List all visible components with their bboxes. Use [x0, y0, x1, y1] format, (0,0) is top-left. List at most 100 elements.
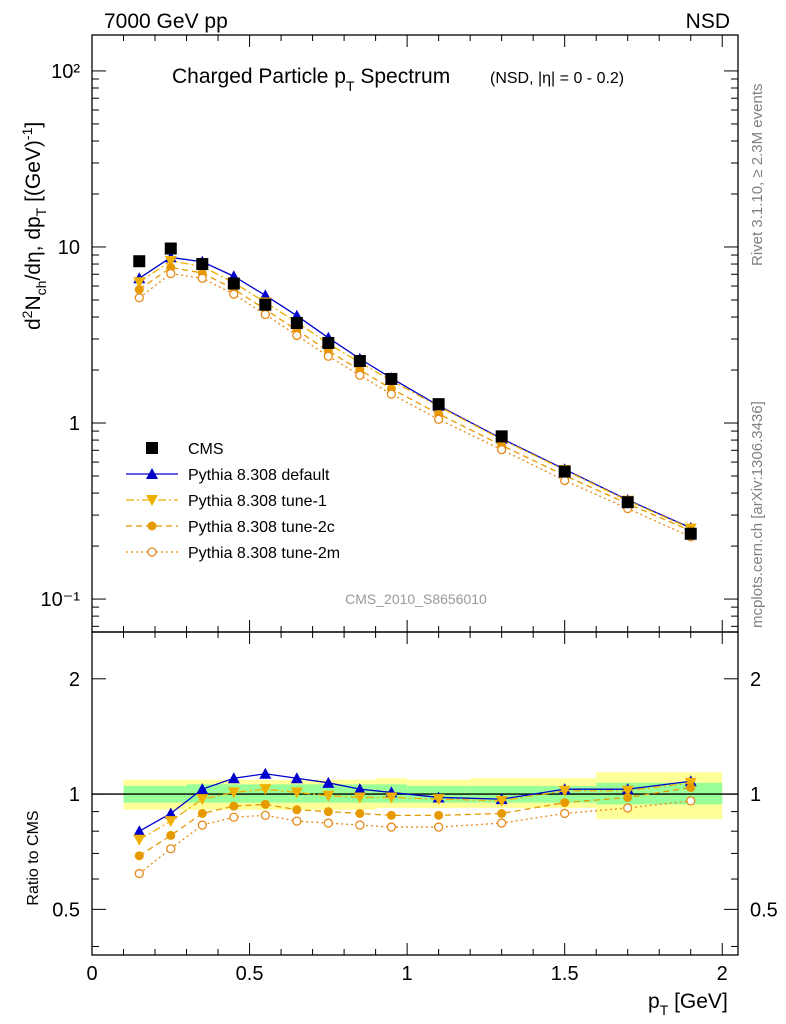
series-point-ratio [385, 792, 398, 804]
series-point-ratio [322, 776, 335, 788]
series-point-ratio [355, 820, 365, 830]
series-point-ratio [432, 794, 445, 806]
series-point-top [164, 255, 177, 267]
series-point-ratio [621, 785, 634, 797]
series-point-top [433, 414, 444, 424]
series-point-ratio [495, 795, 508, 807]
ratio-tick-label-left: 2 [69, 669, 80, 691]
x-tick-label: 2 [717, 963, 728, 985]
series-point-ratio [229, 801, 239, 811]
series-point-top [166, 268, 176, 279]
cms-point [259, 298, 272, 311]
series-point-top [560, 475, 570, 486]
cms-point [164, 242, 177, 255]
series-point-ratio [323, 818, 333, 828]
cms-point [227, 277, 240, 290]
x-axis-label: pT [GeV] [648, 990, 728, 1018]
axis-ticks: 0 0.5 1 1.5 2 10⁻¹ 1 10 10² 0.5 0.5 1 1 2 2 [41, 35, 778, 985]
series-point-ratio [686, 796, 696, 806]
cms-point [196, 258, 209, 271]
series-point-ratio [386, 822, 397, 832]
ratio-tick-label-right: 1 [750, 784, 761, 806]
series-point-ratio [196, 794, 209, 806]
legend-marker-2 [146, 495, 158, 506]
y-tick-label: 10⁻¹ [41, 589, 81, 611]
title-condition: (NSD, |η| = 0 - 0.2) [490, 70, 624, 87]
series-point-ratio [259, 767, 272, 779]
series-point-ratio [164, 807, 177, 819]
ratio-tick-label-left: 0.5 [52, 899, 80, 921]
cms-point [322, 336, 335, 349]
series-line-top-1 [138, 260, 691, 530]
data-series [133, 242, 697, 879]
x-tick-label: 1.5 [551, 963, 579, 985]
series-point-ratio [227, 772, 240, 784]
series-point-ratio [353, 783, 366, 795]
series-point-top [260, 309, 270, 320]
series-point-ratio [197, 820, 207, 830]
series-point-ratio [322, 790, 335, 802]
ratio-panel-frame [91, 631, 739, 956]
cms-point [621, 496, 634, 509]
series-point-ratio [355, 808, 365, 818]
series-point-ratio [290, 787, 303, 799]
series-point-ratio [323, 807, 333, 817]
series-point-ratio [227, 787, 240, 799]
series-point-top [133, 277, 146, 289]
y-axis-label-top: d2Nch/dη, dpT [(GeV)-1] [19, 122, 49, 330]
rivet-label: Rivet 3.1.10, ≥ 2.3M events [749, 84, 766, 267]
series-line-ratio-2 [138, 786, 691, 857]
cms-point [290, 316, 303, 329]
cms-point [495, 430, 508, 443]
series-line-ratio-1 [138, 782, 691, 841]
series-point-top [497, 445, 507, 455]
x-tick-label: 0.5 [236, 963, 264, 985]
legend-marker-1 [146, 468, 158, 479]
series-point-ratio [166, 830, 176, 840]
series-point-ratio [133, 825, 146, 837]
series-point-ratio [229, 812, 239, 822]
ratio-tick-label-right: 0.5 [750, 899, 778, 921]
x-tick-label: 0 [86, 963, 97, 985]
cms-point [133, 255, 146, 268]
series-point-ratio [292, 816, 302, 826]
legend-label-4: Pythia 8.308 tune-2m [188, 545, 340, 562]
series-point-top [292, 330, 302, 341]
cms-point [353, 355, 366, 368]
y-axis-label-bottom: Ratio to CMS [25, 810, 42, 905]
series-line-ratio-0 [138, 773, 691, 832]
cms-point [684, 527, 697, 540]
series-point-ratio [166, 844, 176, 854]
y-tick-label: 10² [51, 61, 80, 83]
x-tick-label: 1 [402, 963, 413, 985]
cms-point [432, 398, 445, 411]
series-line-top-0 [138, 256, 691, 529]
series-point-ratio [434, 810, 444, 820]
legend-marker-3 [147, 521, 157, 531]
series-point-ratio [260, 810, 270, 820]
header-right: NSD [686, 10, 730, 33]
legend-label-1: Pythia 8.308 default [188, 467, 330, 484]
series-point-top [134, 285, 144, 295]
series-point-ratio [134, 851, 144, 861]
series-point-ratio [133, 834, 146, 846]
title-text: Charged Particle pT Spectrum [172, 65, 450, 94]
series-point-top [134, 293, 144, 303]
header-left: 7000 GeV pp [104, 10, 228, 33]
cms-point [385, 372, 398, 385]
series-point-ratio [623, 792, 633, 802]
legend-marker-0 [146, 442, 158, 454]
series-point-ratio [260, 799, 270, 809]
legend-label-2: Pythia 8.308 tune-1 [188, 493, 327, 510]
analysis-id: CMS_2010_S8656010 [345, 591, 487, 607]
ratio-tick-label-left: 1 [69, 784, 80, 806]
series-point-ratio [386, 810, 396, 820]
series-point-ratio [164, 816, 177, 828]
legend-label-0: CMS [188, 441, 224, 458]
ratio-tick-label-right: 2 [750, 669, 761, 691]
series-point-ratio [353, 792, 366, 804]
series-line-top-3 [138, 272, 691, 538]
series-point-ratio [196, 783, 209, 795]
series-line-top-2 [138, 266, 691, 532]
